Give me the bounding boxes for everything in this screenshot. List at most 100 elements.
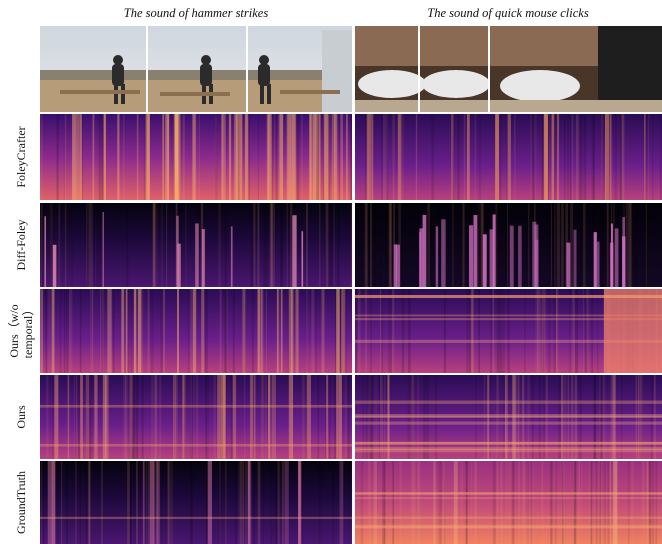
texture bbox=[159, 375, 162, 459]
onset-stripe bbox=[107, 289, 112, 373]
texture bbox=[322, 114, 325, 200]
texture bbox=[103, 114, 106, 200]
texture bbox=[357, 289, 361, 373]
texture bbox=[317, 375, 320, 459]
onset-stripe bbox=[532, 221, 537, 287]
texture bbox=[444, 289, 446, 373]
texture bbox=[554, 203, 556, 287]
freq-band bbox=[355, 497, 662, 499]
texture bbox=[277, 461, 280, 544]
texture bbox=[427, 203, 430, 287]
texture bbox=[263, 203, 266, 287]
texture bbox=[182, 114, 185, 200]
texture bbox=[524, 289, 526, 373]
onset-stripe bbox=[551, 114, 555, 200]
texture bbox=[175, 375, 178, 459]
texture bbox=[280, 203, 283, 287]
texture bbox=[290, 203, 293, 287]
texture bbox=[225, 461, 227, 544]
onset-stripe bbox=[94, 375, 98, 459]
texture bbox=[471, 289, 474, 373]
spectrogram bbox=[40, 289, 355, 373]
texture bbox=[603, 461, 606, 544]
onset-stripe bbox=[419, 228, 424, 287]
texture bbox=[337, 203, 340, 287]
texture bbox=[561, 203, 564, 287]
texture bbox=[232, 289, 235, 373]
texture bbox=[193, 375, 195, 459]
onset-stripe bbox=[613, 461, 618, 544]
texture bbox=[505, 203, 507, 287]
texture bbox=[179, 114, 181, 200]
texture bbox=[125, 289, 129, 373]
freq-band bbox=[355, 492, 662, 496]
texture bbox=[563, 375, 567, 459]
texture bbox=[487, 375, 490, 459]
texture bbox=[141, 289, 144, 373]
onset-stripe bbox=[556, 114, 560, 200]
video-frames-hammer bbox=[40, 26, 352, 112]
texture bbox=[518, 375, 520, 459]
texture bbox=[580, 461, 583, 544]
texture bbox=[391, 289, 395, 373]
texture bbox=[190, 375, 192, 459]
texture bbox=[267, 114, 271, 200]
texture bbox=[351, 461, 354, 544]
texture bbox=[511, 461, 515, 544]
onset-stripe bbox=[466, 114, 470, 200]
spectrogram bbox=[355, 289, 662, 373]
texture bbox=[489, 289, 493, 373]
onset-stripe bbox=[145, 114, 150, 200]
texture bbox=[550, 203, 552, 287]
texture bbox=[379, 289, 382, 373]
onset-stripe bbox=[162, 114, 164, 200]
freq-band bbox=[355, 526, 662, 529]
texture bbox=[147, 289, 150, 373]
texture bbox=[85, 203, 88, 287]
texture bbox=[531, 375, 534, 459]
texture bbox=[365, 375, 368, 459]
texture bbox=[548, 114, 551, 200]
texture bbox=[89, 461, 91, 544]
texture bbox=[381, 289, 384, 373]
texture bbox=[516, 375, 519, 459]
texture bbox=[257, 203, 260, 287]
onset-stripe bbox=[133, 289, 137, 373]
texture bbox=[242, 461, 245, 544]
texture bbox=[411, 375, 415, 459]
texture bbox=[163, 114, 166, 200]
texture bbox=[423, 375, 426, 459]
onset-stripe bbox=[72, 114, 77, 200]
spectrograms bbox=[40, 114, 662, 544]
texture bbox=[583, 114, 587, 200]
texture bbox=[132, 375, 134, 459]
texture bbox=[428, 203, 430, 287]
texture bbox=[496, 375, 499, 459]
texture bbox=[530, 461, 533, 544]
texture bbox=[503, 375, 505, 459]
texture bbox=[153, 203, 156, 287]
texture bbox=[261, 375, 265, 459]
texture bbox=[425, 375, 428, 459]
onset-stripe bbox=[102, 212, 105, 287]
texture bbox=[545, 375, 548, 459]
freq-band bbox=[355, 516, 662, 519]
texture bbox=[238, 461, 242, 544]
texture bbox=[369, 114, 372, 200]
texture bbox=[365, 114, 367, 200]
onset-stripe bbox=[286, 114, 291, 200]
texture bbox=[143, 114, 146, 200]
onset-stripe bbox=[312, 114, 317, 200]
row-label: Diff-Foley bbox=[14, 219, 28, 270]
texture bbox=[502, 289, 505, 373]
texture bbox=[402, 114, 404, 200]
texture bbox=[50, 289, 52, 373]
texture bbox=[507, 461, 510, 544]
texture bbox=[333, 203, 335, 287]
onset-stripe bbox=[149, 461, 155, 544]
texture bbox=[252, 203, 256, 287]
texture bbox=[621, 375, 623, 459]
onset-stripe bbox=[370, 114, 374, 200]
texture bbox=[496, 461, 499, 544]
texture bbox=[541, 114, 544, 200]
